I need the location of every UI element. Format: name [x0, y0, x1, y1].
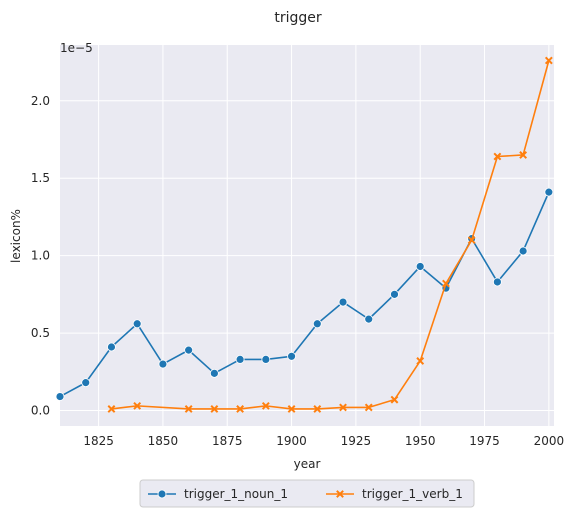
- y-axis-label: lexicon%: [9, 209, 23, 263]
- legend-label-trigger-1-verb-1: trigger_1_verb_1: [362, 487, 463, 501]
- data-point-trigger-1-noun-1: [235, 355, 245, 364]
- x-tick-label: 1975: [469, 434, 500, 448]
- data-point-trigger-1-noun-1: [312, 319, 322, 329]
- x-tick-label: 1925: [341, 434, 372, 448]
- y-tick-labels: 0.0 0.5 1.0 1.5 2.0: [31, 94, 50, 418]
- legend: trigger_1_noun_1 trigger_1_verb_1: [139, 479, 475, 508]
- data-point-trigger-1-noun-1: [544, 187, 554, 197]
- y-tick-label: 1.0: [31, 249, 50, 263]
- data-point-trigger-1-verb-1: [544, 56, 553, 65]
- y-tick-label: 0.0: [31, 404, 50, 418]
- legend-marker-trigger-1-noun-1: [157, 489, 167, 499]
- data-point-trigger-1-noun-1: [338, 297, 348, 307]
- data-point-trigger-1-verb-1: [210, 405, 219, 413]
- data-point-trigger-1-noun-1: [132, 319, 142, 329]
- x-axis-label: year: [294, 457, 321, 471]
- data-point-trigger-1-noun-1: [364, 314, 374, 324]
- y-tick-label: 1.5: [31, 171, 50, 185]
- y-tick-label: 0.5: [31, 326, 50, 340]
- legend-label-trigger-1-noun-1: trigger_1_noun_1: [184, 487, 288, 501]
- data-point-trigger-1-verb-1: [442, 279, 450, 288]
- data-point-trigger-1-noun-1: [107, 342, 116, 352]
- data-point-trigger-1-verb-1: [287, 405, 296, 413]
- data-point-trigger-1-verb-1: [390, 395, 399, 404]
- gridlines: [60, 45, 554, 426]
- y-offset-text: 1e−5: [60, 41, 93, 55]
- data-point-trigger-1-verb-1: [236, 405, 245, 413]
- x-tick-label: 2000: [534, 434, 565, 448]
- data-point-trigger-1-verb-1: [519, 151, 528, 159]
- data-point-trigger-1-verb-1: [184, 405, 193, 413]
- data-point-trigger-1-verb-1: [107, 405, 116, 413]
- data-point-trigger-1-verb-1: [261, 401, 270, 410]
- data-point-trigger-1-noun-1: [184, 345, 194, 355]
- data-point-trigger-1-verb-1: [364, 403, 373, 412]
- data-point-trigger-1-verb-1: [339, 403, 347, 412]
- data-point-trigger-1-noun-1: [209, 368, 219, 378]
- data-point-trigger-1-noun-1: [390, 289, 399, 299]
- x-tick-label: 1900: [276, 434, 307, 448]
- data-point-trigger-1-noun-1: [415, 262, 425, 271]
- data-point-trigger-1-noun-1: [55, 392, 65, 401]
- data-point-trigger-1-verb-1: [313, 405, 322, 413]
- data-point-trigger-1-noun-1: [492, 277, 502, 287]
- chart-title: trigger: [274, 10, 322, 26]
- x-tick-label: 1950: [405, 434, 436, 448]
- legend-box: [139, 479, 475, 508]
- data-point-trigger-1-noun-1: [518, 246, 528, 256]
- legend-marker-trigger-1-verb-1: [336, 490, 344, 498]
- plot-background: [60, 45, 554, 426]
- x-tick-label: 1875: [212, 434, 243, 448]
- data-point-trigger-1-noun-1: [158, 359, 168, 369]
- x-tick-label: 1850: [148, 434, 179, 448]
- y-tick-label: 2.0: [31, 94, 50, 108]
- data-point-trigger-1-noun-1: [81, 378, 91, 388]
- legend-entry-trigger-1-verb-1: trigger_1_verb_1: [326, 487, 463, 501]
- x-tick-label: 1825: [83, 434, 114, 448]
- series-layer: [55, 56, 554, 413]
- legend-entry-trigger-1-noun-1: trigger_1_noun_1: [148, 487, 288, 501]
- data-point-trigger-1-verb-1: [493, 152, 502, 161]
- data-point-trigger-1-noun-1: [287, 351, 296, 361]
- data-point-trigger-1-noun-1: [261, 355, 271, 364]
- x-tick-labels: 1825 1850 1875 1900 1925 1950 1975 2000: [83, 434, 564, 448]
- data-point-trigger-1-verb-1: [467, 236, 476, 245]
- series-trigger-1-verb-1: [107, 56, 553, 413]
- data-point-trigger-1-verb-1: [416, 357, 425, 365]
- data-point-trigger-1-verb-1: [133, 401, 142, 410]
